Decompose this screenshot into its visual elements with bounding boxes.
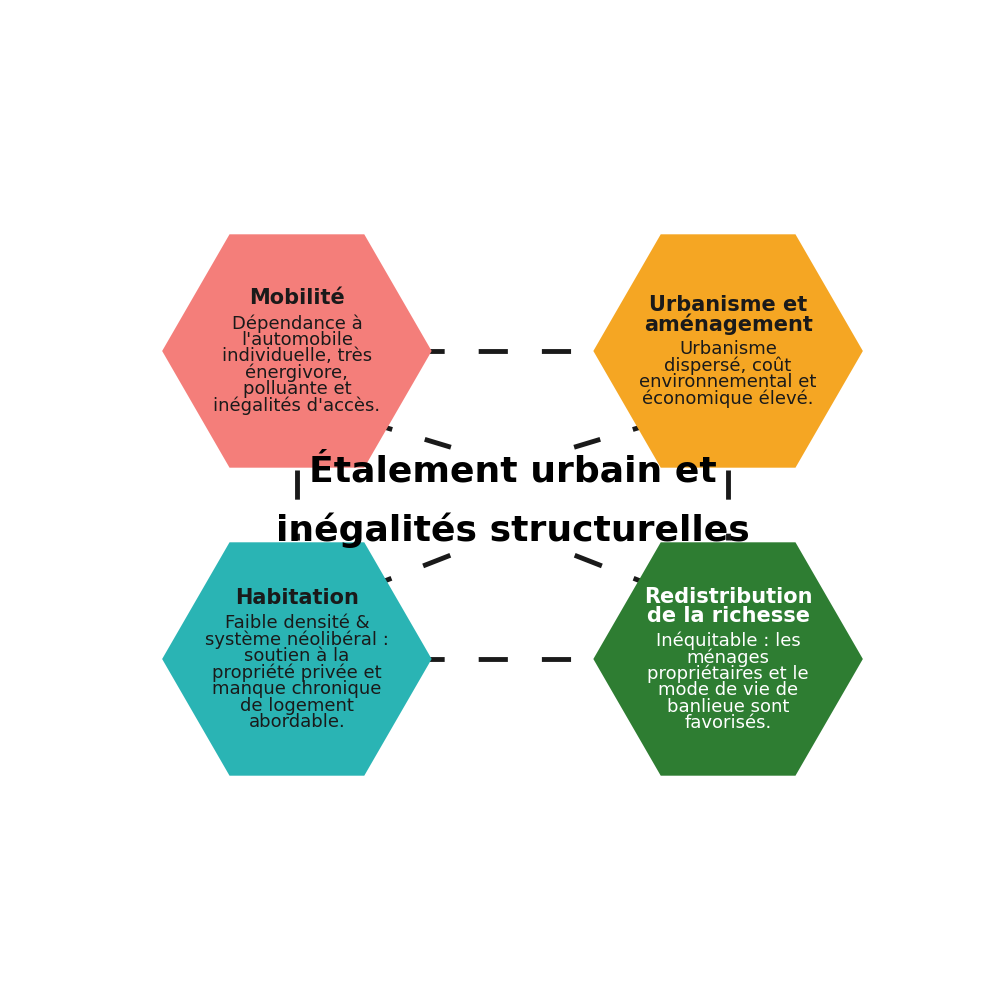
Text: dispersé, coût: dispersé, coût xyxy=(664,357,792,375)
Text: favorisés.: favorisés. xyxy=(684,714,772,732)
Text: environnemental et: environnemental et xyxy=(639,373,817,391)
Text: manque chronique: manque chronique xyxy=(212,680,382,698)
Text: énergivore,: énergivore, xyxy=(245,364,348,382)
Text: Inéquitable : les: Inéquitable : les xyxy=(656,631,800,650)
Text: Étalement urbain et: Étalement urbain et xyxy=(309,455,716,489)
Text: aménagement: aménagement xyxy=(644,313,813,335)
Text: économique élevé.: économique élevé. xyxy=(642,390,814,408)
Polygon shape xyxy=(162,542,432,776)
Text: Faible densité &: Faible densité & xyxy=(225,614,369,632)
Text: Dépendance à: Dépendance à xyxy=(232,314,362,333)
Text: abordable.: abordable. xyxy=(249,713,345,731)
Text: soutien à la: soutien à la xyxy=(244,647,350,665)
Text: de la richesse: de la richesse xyxy=(647,606,810,626)
Text: polluante et: polluante et xyxy=(243,380,351,398)
Polygon shape xyxy=(162,234,432,468)
Polygon shape xyxy=(593,542,863,776)
Text: Mobilité: Mobilité xyxy=(249,288,345,308)
Text: inégalités d'accès.: inégalités d'accès. xyxy=(213,397,380,415)
Text: de logement: de logement xyxy=(240,697,354,715)
Text: banlieue sont: banlieue sont xyxy=(667,698,789,716)
Text: mode de vie de: mode de vie de xyxy=(658,681,798,699)
Text: Redistribution: Redistribution xyxy=(644,587,812,607)
Text: propriétaires et le: propriétaires et le xyxy=(647,665,809,683)
Text: Urbanisme: Urbanisme xyxy=(679,340,777,358)
Text: inégalités structurelles: inégalités structurelles xyxy=(276,513,749,548)
Text: individuelle, très: individuelle, très xyxy=(222,347,372,365)
Text: Urbanisme et: Urbanisme et xyxy=(649,295,807,315)
Polygon shape xyxy=(593,234,863,468)
Text: système néolibéral :: système néolibéral : xyxy=(205,630,389,649)
Text: l'automobile: l'automobile xyxy=(241,331,353,349)
Text: ménages: ménages xyxy=(687,648,770,667)
Text: Habitation: Habitation xyxy=(235,588,359,608)
Text: propriété privée et: propriété privée et xyxy=(212,663,382,682)
